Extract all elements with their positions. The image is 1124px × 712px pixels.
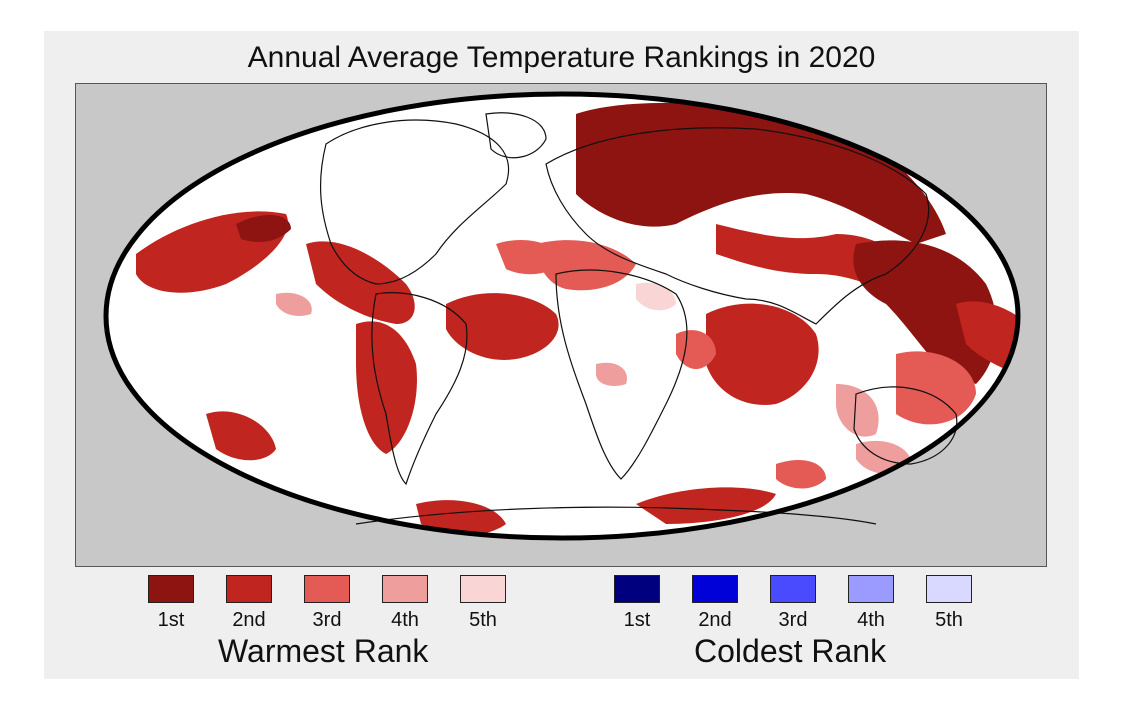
legend-cold-swatch-2 <box>692 575 738 603</box>
legend-warm-label-2: 2nd <box>232 609 266 631</box>
coastline-eurasia <box>545 127 930 325</box>
region-south-america <box>356 321 417 454</box>
coastline-africa <box>555 269 688 480</box>
legend-warm-label-4: 4th <box>391 609 419 631</box>
legend-cold-swatch-1 <box>614 575 660 603</box>
legend-warm-swatch-1 <box>148 575 194 603</box>
legend-cold-label-1: 1st <box>623 609 651 631</box>
legend-warm-swatch-4 <box>382 575 428 603</box>
legend-warm-swatch-3 <box>304 575 350 603</box>
legend-cold-label-2: 2nd <box>698 609 732 631</box>
region-eurasia <box>576 102 946 244</box>
projection-boundary <box>103 91 1021 541</box>
legend-warm-label-5: 5th <box>469 609 497 631</box>
coastline-north-america <box>319 119 510 285</box>
legend-warm-label-3: 3rd <box>312 609 342 631</box>
legend-cold-label-5: 5th <box>935 609 963 631</box>
map-title: Annual Average Temperature Rankings in 2… <box>247 41 876 74</box>
coastline-antarctica <box>355 506 877 525</box>
legend-cold-swatch-5 <box>926 575 972 603</box>
region-indian-ocean <box>706 303 819 405</box>
region-central-america <box>306 241 415 324</box>
region-east-asia <box>853 240 997 384</box>
region-south-pacific <box>206 411 276 461</box>
legend-cold-title: Coldest Rank <box>694 633 887 669</box>
coastlines <box>319 112 958 525</box>
region-tropical-atlantic <box>446 293 559 360</box>
globe-background <box>106 94 1018 538</box>
coastline-australia <box>853 386 958 465</box>
legend-cold-label-3: 3rd <box>778 609 808 631</box>
legend-cold-swatch-4 <box>848 575 894 603</box>
legend-warm-swatch-5 <box>460 575 506 603</box>
coastline-south-america <box>371 292 468 486</box>
legend-warm-title: Warmest Rank <box>218 633 429 669</box>
figure-panel: Annual Average Temperature Rankings in 2… <box>44 31 1079 679</box>
world-map <box>103 91 1021 541</box>
map-frame <box>75 83 1047 567</box>
legend-warm-swatch-2 <box>226 575 272 603</box>
legend-cold-label-4: 4th <box>857 609 885 631</box>
legend-cold-swatch-3 <box>770 575 816 603</box>
legend-warm-label-1: 1st <box>157 609 185 631</box>
